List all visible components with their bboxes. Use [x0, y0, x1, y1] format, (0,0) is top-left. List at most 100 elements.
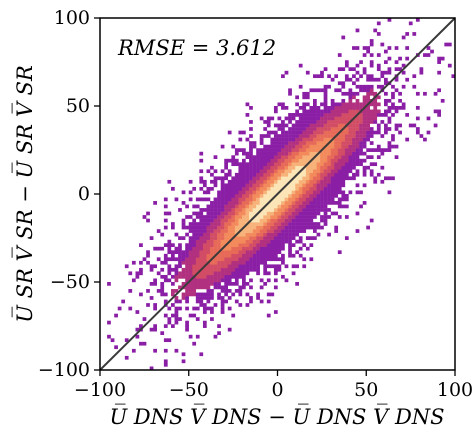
density-cell	[334, 123, 339, 128]
density-cell	[259, 218, 264, 223]
density-cell	[202, 260, 207, 265]
density-cell	[384, 123, 388, 128]
density-cell	[391, 84, 395, 89]
density-cell	[305, 208, 310, 212]
density-cell	[398, 56, 402, 61]
density-cell	[387, 120, 392, 124]
density-cell	[242, 274, 246, 279]
density-cell	[178, 299, 182, 304]
density-cell	[341, 137, 346, 142]
density-cell	[302, 137, 307, 142]
density-cell	[398, 98, 402, 103]
density-cell	[171, 225, 175, 230]
density-cell	[263, 267, 268, 272]
density-cell	[362, 113, 367, 117]
density-cell	[266, 271, 271, 276]
density-cell	[362, 130, 367, 135]
density-cell	[344, 130, 349, 135]
density-cell	[316, 190, 321, 195]
density-cell	[220, 296, 225, 300]
density-cell	[195, 296, 200, 300]
density-cell	[320, 127, 324, 131]
density-cell	[249, 148, 253, 152]
density-cell	[181, 352, 186, 357]
density-cell	[295, 211, 299, 216]
density-cell	[355, 141, 360, 145]
density-cell	[302, 176, 307, 181]
density-cell	[174, 306, 179, 311]
density-cell	[266, 165, 271, 170]
density-cell	[199, 169, 204, 174]
y-tick-label: 0	[78, 183, 90, 205]
density-cell	[178, 257, 182, 262]
density-cell	[213, 250, 218, 255]
density-cell	[220, 257, 225, 262]
density-cell	[288, 222, 292, 226]
density-cell	[359, 151, 363, 156]
density-cell	[305, 144, 310, 149]
density-cell	[238, 257, 243, 262]
density-cell	[224, 165, 228, 170]
density-cell	[277, 236, 282, 240]
density-cell	[249, 260, 253, 265]
density-cell	[387, 18, 392, 22]
svg-text:U̅ DNS V̅ DNS − U̅ DNS V̅ DNS: U̅ DNS V̅ DNS − U̅ DNS V̅ DNS	[109, 404, 444, 429]
density-cell	[323, 137, 328, 142]
density-cell	[178, 264, 182, 269]
density-cell	[135, 310, 140, 314]
density-cell	[316, 148, 321, 152]
density-cell	[195, 274, 200, 279]
density-cell	[263, 260, 268, 265]
density-cell	[337, 106, 342, 110]
density-cell	[334, 169, 339, 174]
density-cell	[316, 172, 321, 177]
density-cell	[242, 271, 246, 276]
density-cell	[107, 334, 111, 339]
density-cell	[234, 186, 239, 191]
density-cell	[316, 162, 321, 167]
density-cell	[320, 130, 324, 135]
density-cell	[384, 176, 388, 181]
density-cell	[305, 116, 310, 121]
density-cell	[337, 134, 342, 138]
density-cell	[238, 179, 243, 184]
density-cell	[284, 70, 289, 75]
density-cell	[291, 123, 296, 128]
density-cell	[252, 222, 257, 226]
density-cell	[231, 222, 236, 226]
density-cell	[302, 148, 307, 152]
density-cell	[281, 243, 285, 247]
density-cell	[423, 137, 427, 142]
density-cell	[273, 137, 278, 142]
density-cell	[227, 194, 232, 198]
density-cell	[281, 127, 285, 131]
density-cell	[259, 179, 264, 184]
density-cell	[373, 91, 378, 96]
density-cell	[238, 183, 243, 188]
density-cell	[291, 162, 296, 167]
density-cell	[249, 134, 253, 138]
density-cell	[305, 70, 310, 75]
density-cell	[238, 165, 243, 170]
density-cell	[242, 190, 246, 195]
density-cell	[305, 158, 310, 163]
density-cell	[334, 176, 339, 181]
density-cell	[334, 88, 339, 93]
density-cell	[210, 271, 214, 276]
density-cell	[348, 162, 353, 167]
density-cell	[313, 225, 317, 230]
density-cell	[302, 144, 307, 149]
density-cell	[245, 232, 250, 237]
density-cell	[256, 179, 260, 184]
density-cell	[224, 194, 228, 198]
density-cell	[195, 204, 200, 209]
density-cell	[266, 116, 271, 121]
density-cell	[199, 264, 204, 269]
density-cell	[327, 169, 331, 174]
density-cell	[227, 243, 232, 247]
density-cell	[210, 201, 214, 205]
density-cell	[195, 285, 200, 290]
density-cell	[330, 98, 335, 103]
density-cell	[355, 155, 360, 159]
density-cell	[171, 243, 175, 247]
